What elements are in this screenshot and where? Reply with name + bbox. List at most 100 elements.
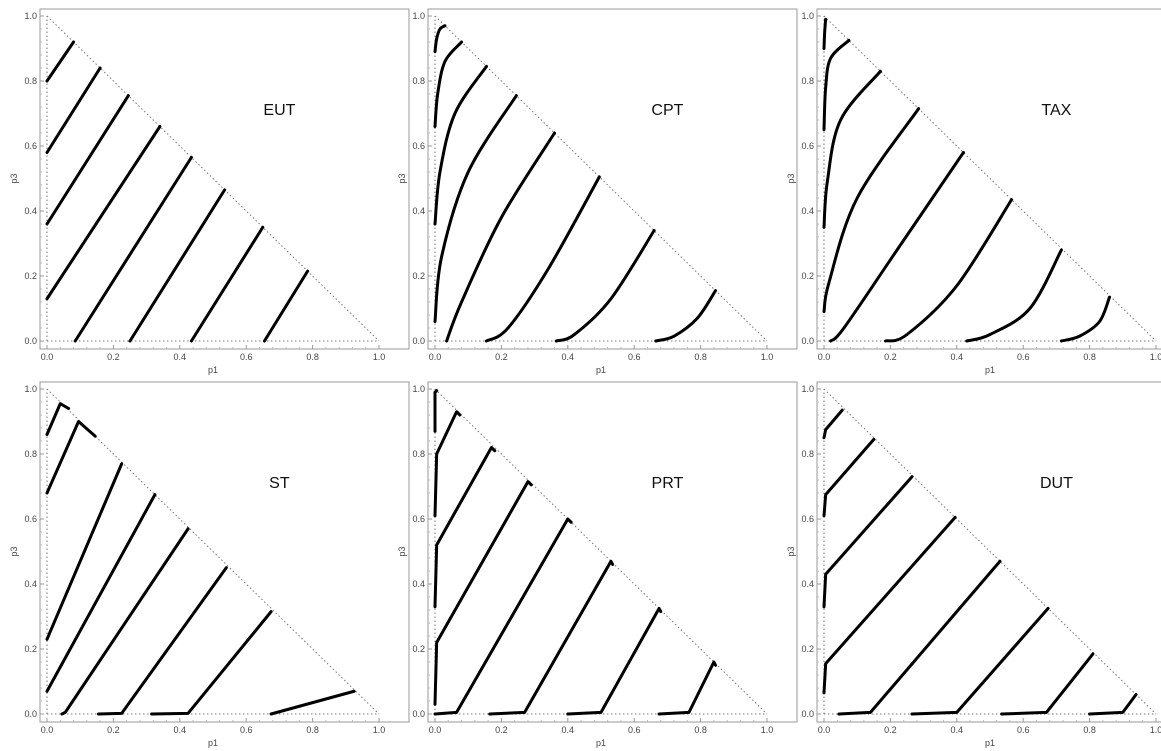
panel-title: PRT <box>652 475 684 492</box>
x-tick-label: 0.0 <box>41 352 54 362</box>
x-tick-label: 0.6 <box>1017 725 1030 735</box>
y-tick-label: 0.4 <box>412 579 425 589</box>
y-tick-label: 0.8 <box>412 449 425 459</box>
y-tick-label: 0.6 <box>412 514 425 524</box>
indifference-curve-2 <box>822 38 851 132</box>
y-tick-label: 0.8 <box>801 76 814 86</box>
panel-st: 0.0 0.2 0.4 0.6 0.8 1.0 0.0 0.2 0.4 0.6 0.8 1.0 p1 p3… <box>9 381 410 748</box>
boundary-hypotenuse <box>46 388 380 715</box>
boundary-hypotenuse <box>434 15 768 342</box>
indifference-curve-6 <box>883 198 1014 343</box>
indifference-curve-4 <box>433 94 518 323</box>
indifference-curve-5 <box>60 527 190 716</box>
x-axis-label: p1 <box>985 365 995 375</box>
panel-cpt: 0.0 0.2 0.4 0.6 0.8 1.0 0.0 0.2 0.4 0.6 0.8 1.0 p1 p3… <box>397 8 798 375</box>
indifference-curve-5 <box>433 517 573 716</box>
x-axis-label: p1 <box>596 738 606 748</box>
y-tick-label: 0.2 <box>24 271 37 281</box>
x-tick-label: 0.6 <box>240 352 253 362</box>
indifference-curve-6 <box>96 566 228 716</box>
y-tick-label: 0.2 <box>412 644 425 654</box>
x-tick-label: 0.4 <box>562 725 575 735</box>
x-tick-label: 0.0 <box>818 725 831 735</box>
panel-title: TAX <box>1041 102 1071 119</box>
x-tick-label: 0.2 <box>495 352 508 362</box>
x-tick-label: 0.6 <box>240 725 253 735</box>
x-tick-label: 1.0 <box>1150 725 1161 735</box>
x-axis-label: p1 <box>985 738 995 748</box>
x-tick-label: 1.0 <box>761 725 774 735</box>
y-tick-label: 0.6 <box>24 141 37 151</box>
x-tick-label: 0.0 <box>41 725 54 735</box>
y-tick-label: 0.0 <box>801 336 814 346</box>
boundary-hypotenuse <box>823 388 1157 715</box>
boundary-hypotenuse <box>46 15 380 342</box>
indifference-curve-2 <box>433 410 462 518</box>
y-tick-label: 0.4 <box>801 579 814 589</box>
y-tick-label: 0.2 <box>412 271 425 281</box>
y-axis-label: p3 <box>9 173 19 183</box>
y-axis-label: p3 <box>786 173 796 183</box>
x-tick-label: 0.0 <box>429 725 442 735</box>
x-tick-label: 0.4 <box>562 352 575 362</box>
indifference-curve-7 <box>1000 652 1095 716</box>
y-tick-label: 0.8 <box>24 76 37 86</box>
panel-tax: 0.0 0.2 0.4 0.6 0.8 1.0 0.0 0.2 0.4 0.6 0.8 1.0 p1 p3… <box>786 8 1161 375</box>
indifference-curve-1 <box>45 40 76 83</box>
indifference-curve-2 <box>822 437 876 518</box>
y-tick-label: 0.0 <box>24 336 37 346</box>
y-tick-label: 0.6 <box>801 141 814 151</box>
y-axis-label: p3 <box>397 546 407 556</box>
indifference-curve-8 <box>1059 295 1112 343</box>
indifference-curve-3 <box>45 462 124 641</box>
x-tick-label: 0.8 <box>306 352 319 362</box>
x-axis-label: p1 <box>208 365 218 375</box>
indifference-curve-7 <box>189 225 265 343</box>
indifference-curve-7 <box>566 606 663 716</box>
indifference-curve-4 <box>822 107 921 314</box>
y-tick-label: 0.6 <box>24 514 37 524</box>
indifference-curve-8 <box>1088 693 1138 716</box>
y-tick-label: 0.8 <box>801 449 814 459</box>
indifference-curve-8 <box>262 269 310 343</box>
boundary-hypotenuse <box>434 388 768 715</box>
boundary-hypotenuse <box>823 15 1157 342</box>
indifference-curve-7 <box>965 248 1063 343</box>
plot-frame <box>427 381 798 723</box>
indifference-curve-1 <box>433 24 447 54</box>
x-tick-label: 1.0 <box>1150 352 1161 362</box>
indifference-curve-3 <box>433 64 488 226</box>
indifference-curve-6 <box>910 606 1050 716</box>
x-tick-label: 0.4 <box>174 725 187 735</box>
y-tick-label: 0.0 <box>412 709 425 719</box>
indifference-curve-1 <box>433 389 439 433</box>
panel-title: EUT <box>263 102 295 119</box>
x-tick-label: 0.6 <box>628 725 641 735</box>
x-tick-label: 0.2 <box>884 725 897 735</box>
y-axis-label: p3 <box>9 546 19 556</box>
plot-frame <box>39 8 410 350</box>
indifference-curve-3 <box>45 94 130 226</box>
y-tick-label: 1.0 <box>801 384 814 394</box>
plot-frame <box>816 8 1161 350</box>
panel-prt: 0.0 0.2 0.4 0.6 0.8 1.0 0.0 0.2 0.4 0.6 0.8 1.0 p1 p3… <box>397 381 798 748</box>
y-tick-label: 1.0 <box>24 11 37 21</box>
y-tick-label: 1.0 <box>412 11 425 21</box>
x-tick-label: 0.8 <box>694 725 707 735</box>
indifference-curve-5 <box>829 151 965 343</box>
y-tick-label: 0.8 <box>24 449 37 459</box>
x-tick-label: 0.4 <box>174 352 187 362</box>
panel-title: ST <box>269 475 290 492</box>
indifference-curve-1 <box>45 402 71 436</box>
indifference-curve-2 <box>433 40 464 128</box>
y-tick-label: 0.8 <box>412 76 425 86</box>
x-tick-label: 0.8 <box>306 725 319 735</box>
y-tick-label: 0.4 <box>24 579 37 589</box>
indifference-curve-1 <box>822 408 844 440</box>
indifference-curve-8 <box>269 689 356 716</box>
y-tick-label: 0.4 <box>801 206 814 216</box>
indifference-curve-8 <box>657 660 718 716</box>
y-tick-label: 0.2 <box>24 644 37 654</box>
x-axis-label: p1 <box>208 738 218 748</box>
indifference-curve-3 <box>822 69 882 229</box>
